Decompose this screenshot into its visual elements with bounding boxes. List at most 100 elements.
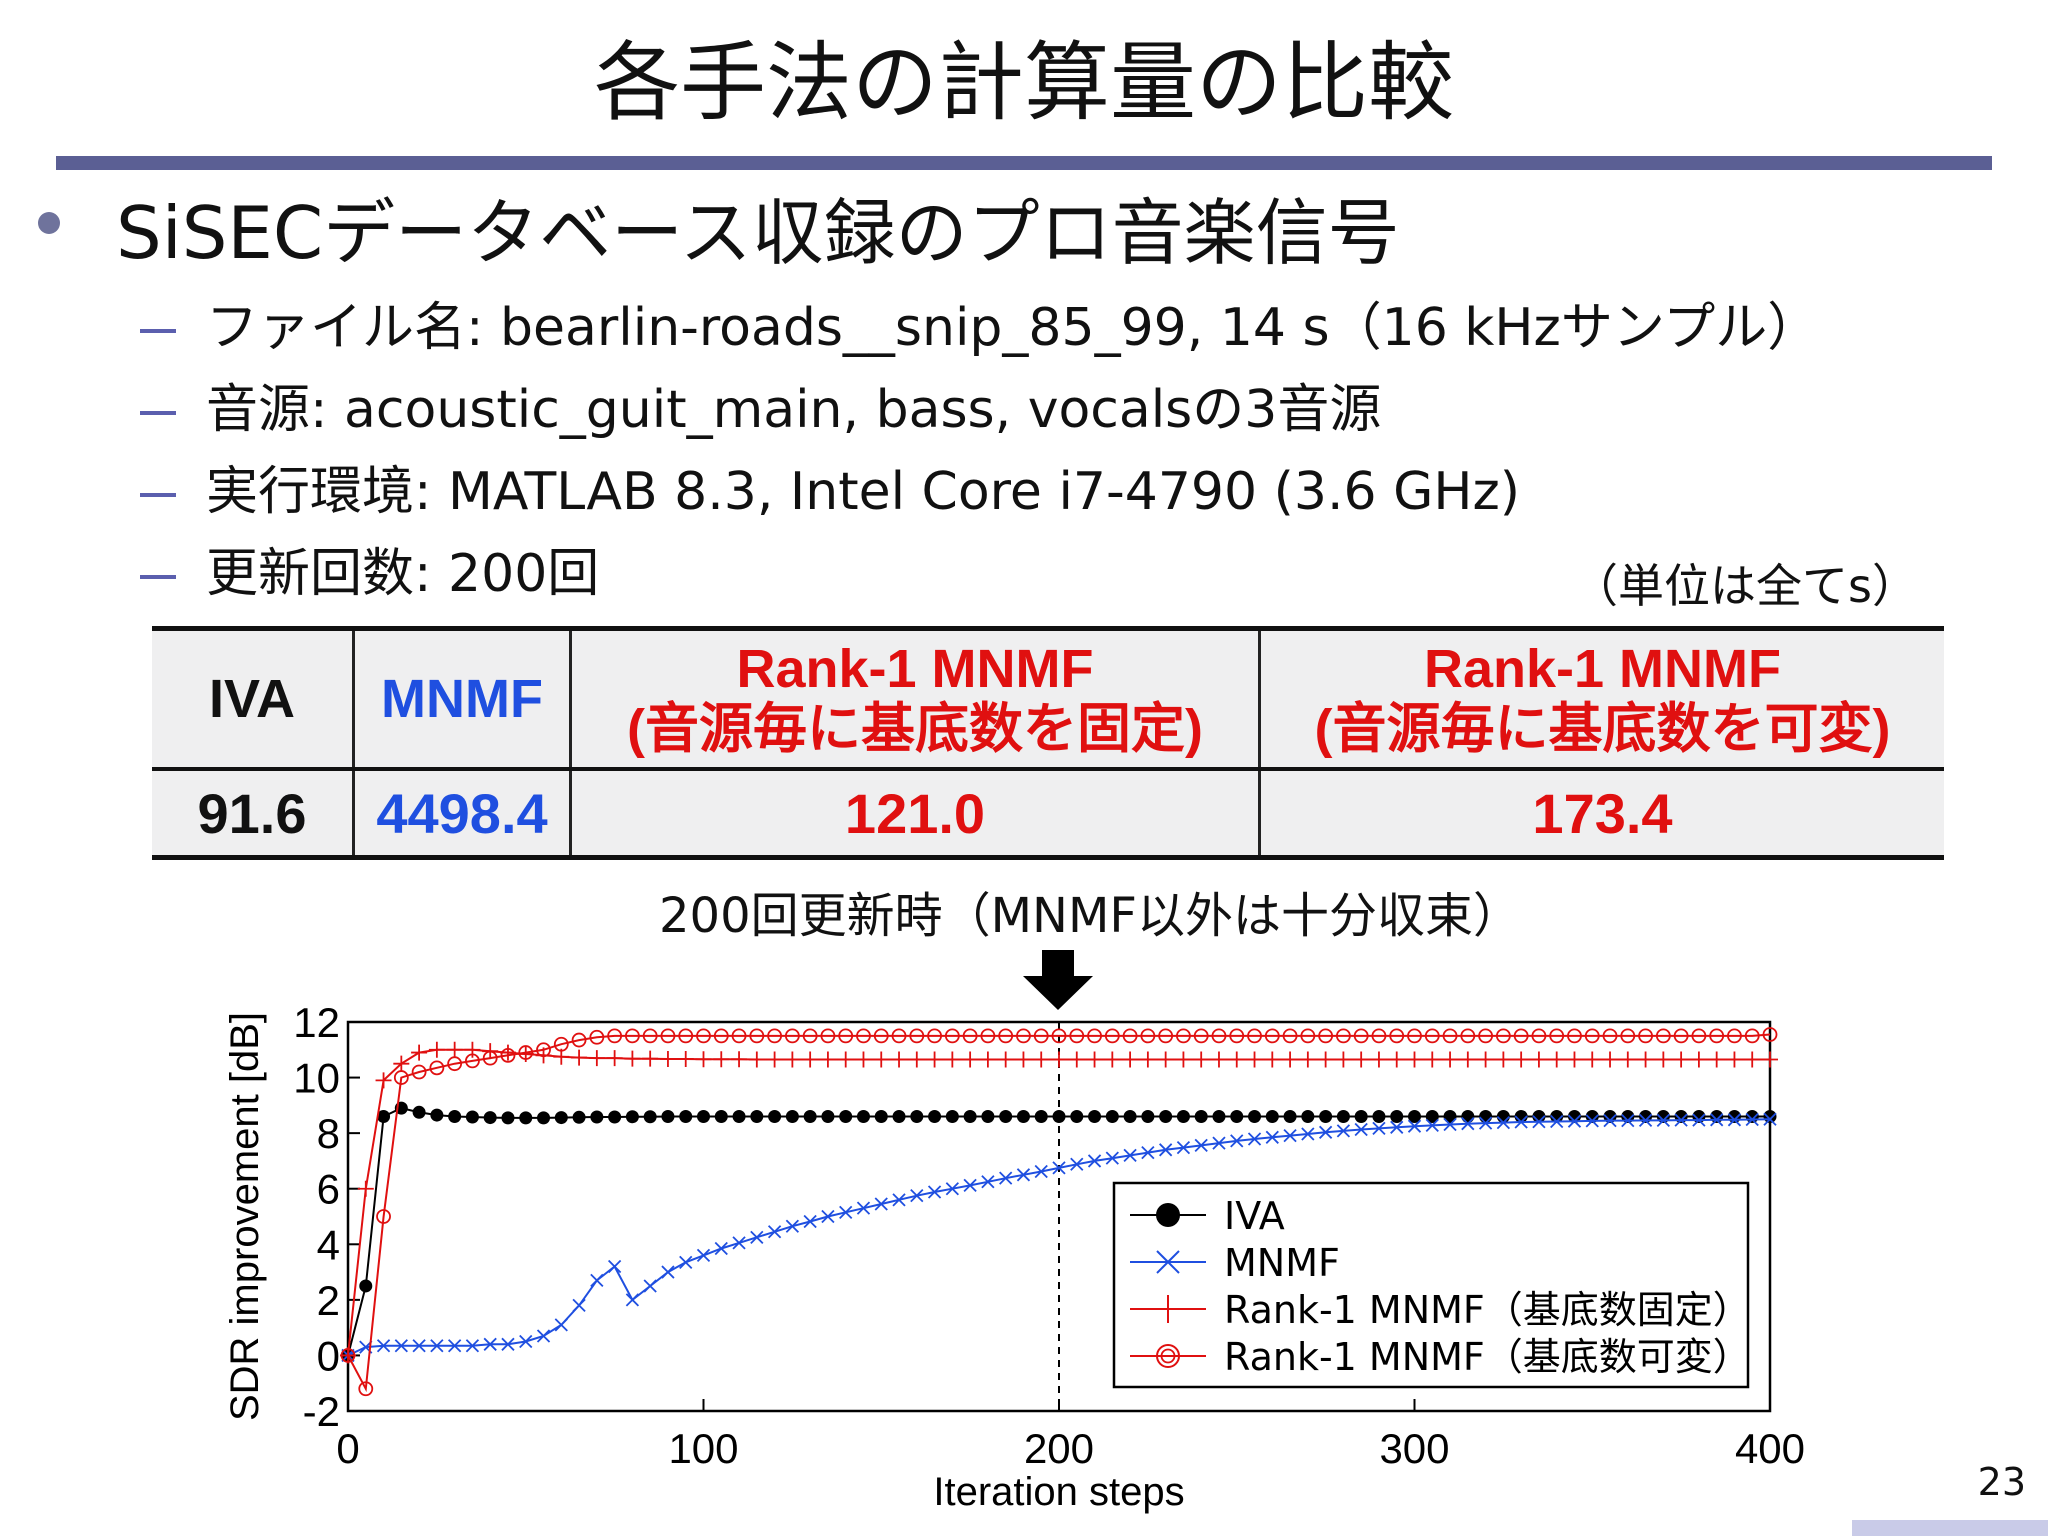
value-mnmf: 4498.4	[352, 769, 571, 860]
sub-item-sources: 音源: acoustic_guit_main, bass, vocalsの3音源	[140, 378, 1381, 442]
data-point	[1104, 1028, 1120, 1044]
data-point	[608, 1110, 622, 1124]
data-point	[411, 1044, 428, 1061]
data-point	[625, 1293, 640, 1307]
data-point	[1584, 1028, 1600, 1044]
header-rank1-fixed-line1: Rank-1 MNMF	[736, 639, 1094, 699]
data-point	[873, 1051, 890, 1068]
data-point	[1549, 1028, 1565, 1044]
x-tick-label: 0	[336, 1425, 359, 1472]
data-point	[1300, 1028, 1316, 1044]
data-point	[1015, 1051, 1032, 1068]
data-point	[357, 1180, 374, 1197]
data-point	[1461, 1109, 1475, 1123]
header-mnmf: MNMF	[352, 628, 571, 771]
y-tick-label: 10	[293, 1055, 340, 1102]
data-point	[1763, 1112, 1777, 1126]
dash-icon	[140, 411, 176, 415]
data-point	[661, 1265, 675, 1279]
legend-marker	[1156, 1344, 1180, 1368]
data-point	[750, 1230, 764, 1244]
data-point	[1655, 1028, 1671, 1044]
data-point	[465, 1053, 480, 1069]
data-point	[1246, 1051, 1263, 1068]
data-point	[446, 1041, 463, 1058]
data-point	[980, 1028, 996, 1044]
data-point	[1532, 1115, 1546, 1129]
data-point	[483, 1337, 497, 1351]
data-point	[1621, 1114, 1635, 1128]
sub-item-text: 更新回数: 200回	[206, 544, 600, 604]
header-rank1-variable-line2: (音源毎に基底数を可変)	[1314, 699, 1891, 759]
data-point	[1264, 1028, 1280, 1044]
data-point	[1175, 1051, 1192, 1068]
data-point	[1495, 1028, 1511, 1044]
data-point	[590, 1110, 604, 1124]
data-point	[1353, 1051, 1370, 1068]
data-point	[625, 1110, 639, 1124]
data-point	[1550, 1114, 1564, 1129]
data-point	[696, 1028, 711, 1044]
page-number: 23	[1977, 1460, 2026, 1504]
data-point	[1513, 1028, 1529, 1044]
data-point	[1228, 1051, 1245, 1068]
data-point	[1443, 1117, 1457, 1132]
data-point	[394, 1339, 408, 1353]
data-point	[1673, 1028, 1689, 1044]
value-iva: 91.6	[152, 769, 354, 860]
data-point	[1034, 1109, 1048, 1123]
data-point	[1318, 1028, 1334, 1044]
data-point	[714, 1109, 728, 1123]
data-point	[1211, 1028, 1227, 1044]
data-point	[750, 1109, 764, 1123]
data-point	[1442, 1028, 1458, 1044]
value-rank1-variable: 173.4	[1258, 769, 1944, 860]
data-point	[999, 1109, 1013, 1123]
data-point	[1122, 1051, 1139, 1068]
data-point	[501, 1337, 515, 1351]
data-point	[1265, 1130, 1279, 1144]
data-point	[910, 1109, 924, 1123]
data-point	[1070, 1109, 1084, 1123]
data-point	[1140, 1028, 1156, 1044]
data-point	[1159, 1109, 1173, 1123]
data-point	[1141, 1109, 1155, 1123]
data-point	[1585, 1109, 1599, 1123]
data-point	[465, 1110, 479, 1124]
y-tick-label: 4	[317, 1221, 340, 1268]
data-point	[768, 1109, 782, 1123]
data-point	[785, 1109, 799, 1123]
data-point	[393, 1070, 409, 1085]
data-point	[1495, 1051, 1512, 1068]
data-point	[1459, 1051, 1476, 1068]
data-point	[358, 1381, 374, 1397]
data-point	[1477, 1051, 1494, 1068]
data-point	[1336, 1124, 1351, 1138]
data-point	[1318, 1125, 1333, 1139]
data-point	[606, 1050, 623, 1067]
data-point	[1212, 1109, 1226, 1123]
data-point	[962, 1051, 979, 1068]
legend-label: MNMF	[1224, 1241, 1340, 1285]
data-point	[536, 1042, 551, 1058]
data-point	[1478, 1116, 1493, 1130]
data-point	[1158, 1028, 1174, 1044]
dash-icon	[140, 493, 176, 497]
data-point	[1248, 1109, 1262, 1123]
data-point	[696, 1248, 711, 1263]
data-point	[945, 1109, 959, 1123]
data-point	[819, 1051, 836, 1068]
data-point	[482, 1050, 498, 1066]
data-point	[500, 1047, 516, 1063]
data-point	[945, 1182, 959, 1196]
data-point	[1691, 1028, 1707, 1044]
dash-icon	[140, 329, 176, 333]
data-point	[1282, 1051, 1299, 1068]
legend-box	[1112, 1181, 1750, 1389]
data-point	[1123, 1109, 1137, 1123]
series-2	[340, 1041, 1778, 1364]
data-point	[1425, 1118, 1439, 1132]
data-point	[553, 1036, 569, 1052]
data-point	[784, 1051, 801, 1068]
data-point	[1638, 1028, 1653, 1044]
